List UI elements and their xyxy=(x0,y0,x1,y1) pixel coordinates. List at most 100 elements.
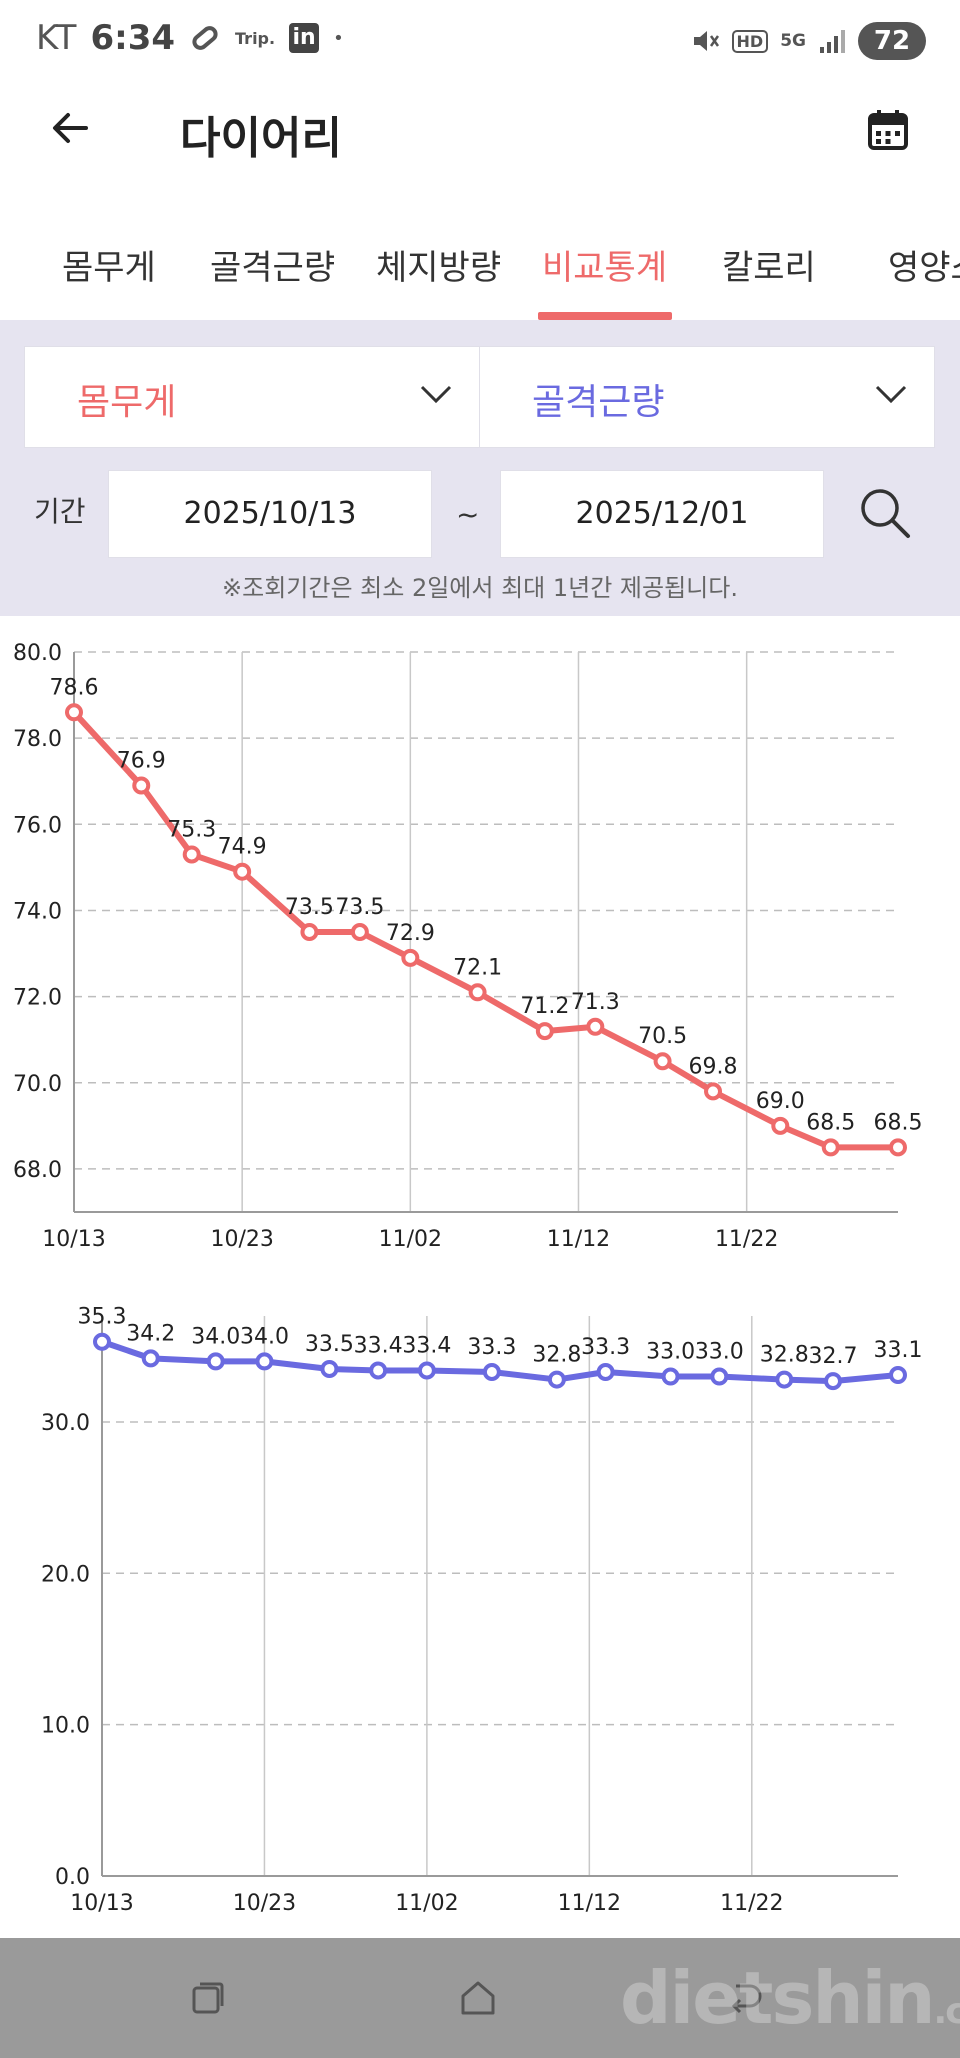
data-label: 75.3 xyxy=(167,817,216,842)
carrier-label: KT xyxy=(36,18,77,58)
data-label: 72.9 xyxy=(386,921,435,946)
search-icon[interactable] xyxy=(858,486,912,540)
page-title: 다이어리 xyxy=(180,113,342,164)
y-tick-label: 0.0 xyxy=(55,1865,90,1890)
data-label: 33.0 xyxy=(646,1340,695,1365)
x-tick-label: 10/13 xyxy=(70,1891,133,1916)
data-label: 34.2 xyxy=(126,1321,175,1346)
watermark-suffix: .com xyxy=(933,1991,960,2032)
calendar-icon[interactable] xyxy=(866,108,910,152)
data-label: 71.2 xyxy=(520,994,569,1019)
data-label: 69.0 xyxy=(756,1089,805,1114)
filter-panel: 몸무게 골격근량 기간 2025/10/13 ~ 2025/12/01 ※조회기… xyxy=(0,320,960,616)
chevron-down-icon xyxy=(875,385,907,404)
data-point xyxy=(65,703,83,722)
back-nav-icon[interactable] xyxy=(726,1980,764,2016)
x-tick-label: 11/12 xyxy=(547,1227,610,1252)
data-point xyxy=(300,923,319,941)
data-point xyxy=(586,1017,605,1036)
clock: 6:34 xyxy=(90,18,176,58)
data-point xyxy=(468,983,487,1002)
data-point xyxy=(889,1138,907,1157)
right-metric-select[interactable]: 골격근량 xyxy=(479,346,935,448)
tab-weight[interactable]: 몸무게 xyxy=(62,248,156,288)
data-label: 70.5 xyxy=(638,1024,687,1049)
tab-nutrients[interactable]: 영양소 xyxy=(888,248,960,288)
muscle-chart: 0.0 10.0 20.0 30.0 10/13 10/23 11/02 11/12 11/22… xyxy=(41,1305,922,1916)
data-point xyxy=(824,1372,843,1391)
data-point xyxy=(710,1367,729,1386)
data-point xyxy=(482,1363,501,1381)
data-point xyxy=(320,1359,339,1378)
tab-muscle[interactable]: 골격근량 xyxy=(210,248,336,288)
home-icon[interactable] xyxy=(458,1978,498,2018)
y-tick-label: 74.0 xyxy=(13,899,62,924)
system-nav-bar: dietshin.com xyxy=(0,1938,960,2058)
data-label: 32.8 xyxy=(760,1343,809,1368)
data-label: 32.8 xyxy=(532,1343,581,1368)
data-label: 33.4 xyxy=(354,1333,403,1358)
date-range-separator: ~ xyxy=(456,498,480,531)
tab-compare[interactable]: 비교통계 xyxy=(542,248,668,288)
y-tick-label: 30.0 xyxy=(41,1411,90,1436)
x-tick-label: 11/02 xyxy=(379,1227,442,1252)
watermark-main: dietshin xyxy=(620,1956,936,2040)
data-point xyxy=(93,1332,111,1351)
data-point xyxy=(771,1116,790,1135)
recent-apps-icon[interactable] xyxy=(190,1980,226,2016)
left-metric-select[interactable]: 몸무게 xyxy=(24,346,480,448)
data-label: 35.3 xyxy=(78,1305,127,1330)
data-label: 68.5 xyxy=(806,1110,855,1135)
active-tab-indicator xyxy=(538,312,672,320)
data-point xyxy=(889,1366,907,1385)
data-label: 73.5 xyxy=(335,895,384,920)
weight-chart: 68.0 70.0 72.0 74.0 76.0 78.0 80.0 10/13 10/23 11… xyxy=(13,641,922,1252)
data-point xyxy=(401,948,420,967)
back-arrow-icon[interactable] xyxy=(48,106,92,150)
data-label: 73.5 xyxy=(285,895,334,920)
battery-level: 72 xyxy=(873,26,911,56)
data-label: 34.0 xyxy=(240,1324,289,1349)
data-label: 76.9 xyxy=(117,749,166,774)
y-tick-label: 78.0 xyxy=(13,727,62,752)
x-tick-label: 11/22 xyxy=(715,1227,778,1252)
y-tick-label: 70.0 xyxy=(13,1072,62,1097)
data-label: 71.3 xyxy=(571,990,620,1015)
y-tick-label: 72.0 xyxy=(13,986,62,1011)
battery-icon: 72 xyxy=(858,22,926,60)
data-label: 78.6 xyxy=(50,675,99,700)
period-label: 기간 xyxy=(34,495,86,528)
start-date-field[interactable]: 2025/10/13 xyxy=(108,470,432,558)
mute-icon xyxy=(693,31,719,51)
data-label: 69.8 xyxy=(689,1054,738,1079)
tab-calories[interactable]: 칼로리 xyxy=(722,248,816,288)
y-tick-label: 80.0 xyxy=(13,641,62,666)
tab-bodyfat[interactable]: 체지방량 xyxy=(376,248,502,288)
data-point xyxy=(141,1349,160,1368)
x-tick-label: 11/12 xyxy=(558,1891,621,1916)
end-date-field[interactable]: 2025/12/01 xyxy=(500,470,824,558)
y-tick-label: 76.0 xyxy=(13,813,62,838)
x-tick-label: 10/23 xyxy=(233,1891,296,1916)
data-label: 32.7 xyxy=(809,1344,858,1369)
y-tick-label: 20.0 xyxy=(41,1562,90,1587)
data-point xyxy=(704,1082,723,1101)
data-label: 33.0 xyxy=(695,1340,744,1365)
watermark: dietshin.com xyxy=(620,1956,960,2040)
x-tick-label: 10/13 xyxy=(42,1227,105,1252)
data-label: 34.0 xyxy=(191,1324,240,1349)
tab-bar: 몸무게 골격근량 체지방량 비교통계 칼로리 영양소 xyxy=(0,218,960,320)
trip-icon: Trip. xyxy=(235,28,276,48)
right-metric-value: 골격근량 xyxy=(532,382,665,423)
pill-icon xyxy=(192,26,218,50)
data-point xyxy=(596,1363,615,1381)
data-point xyxy=(255,1352,274,1371)
network-5g-icon: 5G xyxy=(780,31,806,51)
data-label: 33.4 xyxy=(402,1333,451,1358)
x-tick-label: 11/02 xyxy=(395,1891,458,1916)
status-bar: KT 6:34 Trip. in • HD 5G 72 xyxy=(0,0,960,84)
data-point xyxy=(350,923,369,941)
data-point xyxy=(182,845,201,864)
linkedin-icon: in xyxy=(289,23,320,53)
data-label: 33.5 xyxy=(305,1332,354,1357)
